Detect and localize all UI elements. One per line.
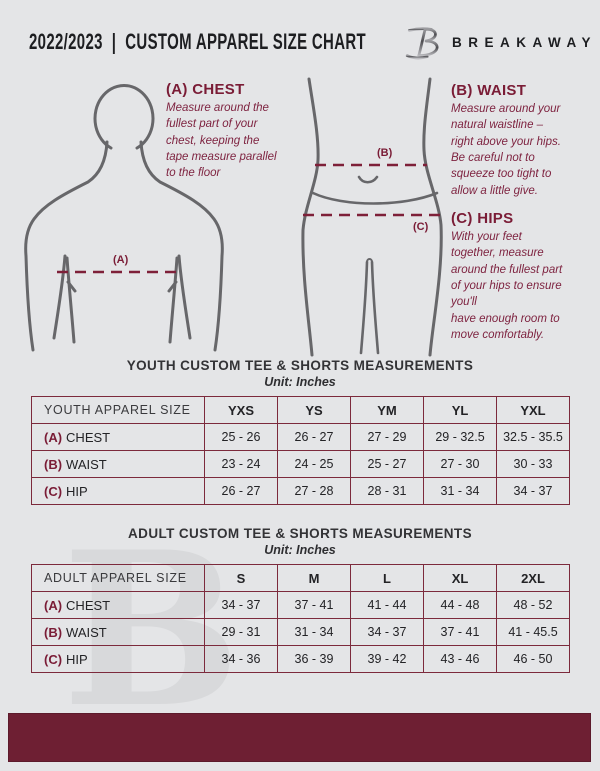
cell-value: 25 - 27 (350, 450, 424, 478)
cell-value: 46 - 50 (496, 645, 570, 673)
cell-value: 41 - 44 (350, 591, 424, 619)
cell-value: 27 - 30 (423, 450, 497, 478)
hips-instruction-heading: (C) HIPS (451, 210, 514, 227)
cell-value: 34 - 36 (204, 645, 278, 673)
cell-value: 24 - 25 (277, 450, 351, 478)
cell-value: 44 - 48 (423, 591, 497, 619)
youth-table-title: YOUTH CUSTOM TEE & SHORTS MEASUREMENTS (126, 358, 474, 373)
breakaway-logo-icon (405, 27, 439, 60)
size-header: YM (350, 396, 424, 424)
adult-table-unit: Unit: Inches (264, 543, 336, 557)
cell-value: 26 - 27 (277, 423, 351, 451)
cell-value: 34 - 37 (496, 477, 570, 505)
cell-value: 27 - 29 (350, 423, 424, 451)
chest-line-label: (A) (113, 254, 129, 266)
table-header-row: YOUTH APPAREL SIZE YXS YS YM YL YXL (31, 396, 570, 424)
waist-instruction-heading: (B) WAIST (451, 82, 527, 99)
cell-value: 32.5 - 35.5 (496, 423, 570, 451)
cell-value: 34 - 37 (350, 618, 424, 646)
page-title: 2022/2023 | CUSTOM APPAREL SIZE CHART (29, 29, 366, 54)
cell-value: 43 - 46 (423, 645, 497, 673)
cell-value: 26 - 27 (204, 477, 278, 505)
size-header: L (350, 564, 424, 592)
cell-value: 37 - 41 (277, 591, 351, 619)
size-header: S (204, 564, 278, 592)
size-col-header: ADULT APPAREL SIZE (31, 564, 205, 592)
waist-line-label: (B) (377, 147, 393, 159)
size-header: YS (277, 396, 351, 424)
brand-name: BREAKAWAY (452, 35, 598, 50)
cell-value: 29 - 32.5 (423, 423, 497, 451)
size-header: M (277, 564, 351, 592)
figure-waist-hips-diagram (301, 77, 443, 357)
cell-value: 29 - 31 (204, 618, 278, 646)
cell-value: 31 - 34 (423, 477, 497, 505)
row-label: (A) CHEST (31, 591, 205, 619)
figure-chest-diagram (24, 84, 224, 352)
table-header-row: ADULT APPAREL SIZE S M L XL 2XL (31, 564, 570, 592)
size-col-header: YOUTH APPAREL SIZE (31, 396, 205, 424)
row-label: (B) WAIST (31, 450, 205, 478)
hips-line-label: (C) (413, 221, 429, 233)
table-row: (B) WAIST 23 - 24 24 - 25 25 - 27 27 - 30… (31, 450, 570, 478)
cell-value: 48 - 52 (496, 591, 570, 619)
cell-value: 34 - 37 (204, 591, 278, 619)
size-header: YL (423, 396, 497, 424)
table-row: (A) CHEST 25 - 26 26 - 27 27 - 29 29 - 32… (31, 423, 570, 451)
table-row: (B) WAIST 29 - 31 31 - 34 34 - 37 37 - 41… (31, 618, 570, 646)
cell-value: 25 - 26 (204, 423, 278, 451)
figure-head-outline (93, 84, 155, 150)
table-row: (C) HIP 26 - 27 27 - 28 28 - 31 31 - 34 3… (31, 477, 570, 505)
table-row: (C) HIP 34 - 36 36 - 39 39 - 42 43 - 46 4… (31, 645, 570, 673)
cell-value: 41 - 45.5 (496, 618, 570, 646)
row-label: (C) HIP (31, 477, 205, 505)
footer-accent-bar (8, 713, 591, 762)
cell-value: 39 - 42 (350, 645, 424, 673)
cell-value: 28 - 31 (350, 477, 424, 505)
cell-value: 37 - 41 (423, 618, 497, 646)
cell-value: 27 - 28 (277, 477, 351, 505)
adult-size-table: ADULT APPAREL SIZE S M L XL 2XL (A) CHEST… (31, 564, 570, 673)
chest-instruction-body: Measure around the fullest part of your … (166, 102, 277, 180)
figure-navel (357, 175, 379, 184)
size-header: XL (423, 564, 497, 592)
row-label: (C) HIP (31, 645, 205, 673)
size-header: YXL (496, 396, 570, 424)
cell-value: 36 - 39 (277, 645, 351, 673)
row-label: (B) WAIST (31, 618, 205, 646)
size-header: 2XL (496, 564, 570, 592)
size-header: YXS (204, 396, 278, 424)
youth-size-table: YOUTH APPAREL SIZE YXS YS YM YL YXL (A) C… (31, 396, 570, 505)
youth-table-unit: Unit: Inches (264, 375, 336, 389)
hips-instruction-body: With your feet together, measure around … (451, 231, 563, 341)
cell-value: 30 - 33 (496, 450, 570, 478)
waist-instruction-body: Measure around your natural waistline – … (451, 103, 561, 197)
cell-value: 23 - 24 (204, 450, 278, 478)
table-row: (A) CHEST 34 - 37 37 - 41 41 - 44 44 - 48… (31, 591, 570, 619)
chest-instruction-heading: (A) CHEST (166, 81, 245, 98)
adult-table-title: ADULT CUSTOM TEE & SHORTS MEASUREMENTS (128, 526, 472, 541)
row-label: (A) CHEST (31, 423, 205, 451)
cell-value: 31 - 34 (277, 618, 351, 646)
